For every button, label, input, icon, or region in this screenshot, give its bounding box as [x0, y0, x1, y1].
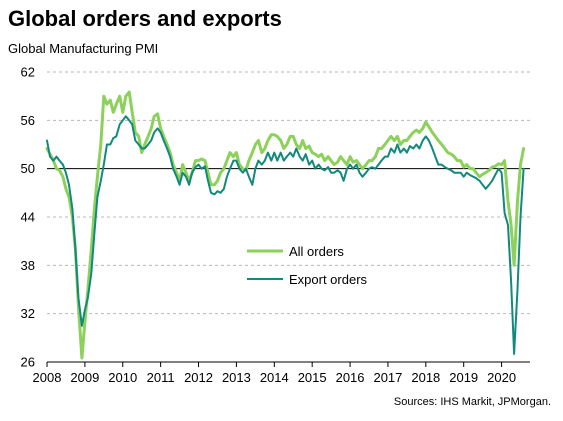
y-tick-label: 56: [21, 113, 35, 128]
chart-title: Global orders and exports: [8, 6, 282, 31]
x-tick-label: 2012: [184, 370, 213, 385]
y-axis-caption: Global Manufacturing PMI: [8, 41, 159, 56]
source-note: Sources: IHS Markit, JPMorgan.: [393, 396, 551, 408]
x-tick-label: 2011: [147, 370, 175, 385]
x-tick-label: 2018: [411, 370, 440, 385]
y-tick-label: 50: [21, 161, 35, 176]
y-tick-label: 38: [21, 258, 35, 273]
x-tick-label: 2019: [449, 370, 478, 385]
x-tick-label: 2010: [108, 370, 137, 385]
y-tick-label: 26: [21, 355, 35, 370]
x-tick-label: 2013: [222, 370, 251, 385]
x-tick-label: 2015: [298, 370, 327, 385]
series-line-all-orders: [45, 90, 526, 360]
x-tick-label: 2016: [336, 370, 365, 385]
x-tick-label: 2020: [487, 370, 516, 385]
y-tick-label: 62: [21, 65, 35, 80]
legend-label-all-orders: All orders: [289, 244, 344, 259]
legend-label-export-orders: Export orders: [289, 272, 368, 287]
y-tick-label: 44: [21, 210, 35, 225]
x-tick-label: 2017: [373, 370, 402, 385]
x-tick-label: 2014: [260, 370, 289, 385]
y-tick-label: 32: [21, 306, 35, 321]
series-line-export-orders: [46, 115, 525, 355]
x-tick-label: 2008: [33, 370, 62, 385]
x-tick-label: 2009: [70, 370, 99, 385]
